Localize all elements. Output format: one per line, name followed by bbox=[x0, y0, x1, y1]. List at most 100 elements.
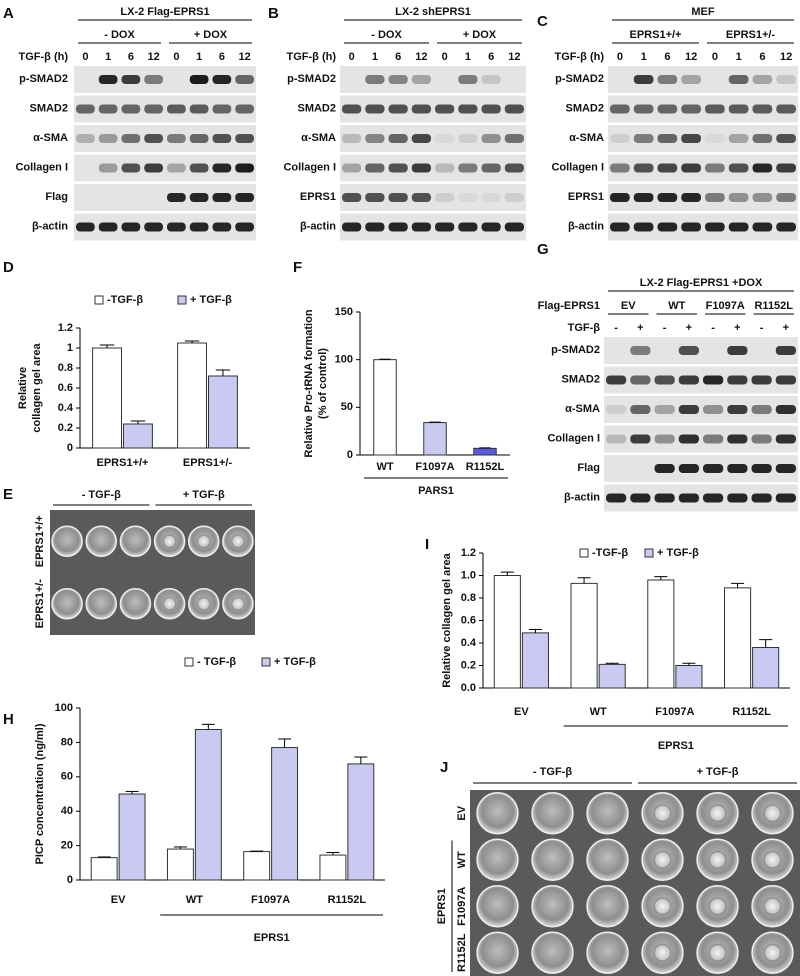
x-tick-label: WT bbox=[186, 894, 203, 906]
band bbox=[411, 75, 431, 84]
band bbox=[212, 163, 232, 173]
band bbox=[481, 134, 501, 143]
legend-label: -TGF-β bbox=[107, 294, 143, 306]
panel-letter: I bbox=[425, 536, 429, 553]
row-label: Flag bbox=[45, 191, 68, 203]
band bbox=[654, 375, 675, 385]
x-tick-label: R1152L bbox=[732, 706, 771, 718]
band bbox=[481, 222, 501, 232]
band bbox=[435, 193, 455, 202]
band bbox=[388, 222, 408, 232]
lane-label: 0 bbox=[173, 51, 179, 63]
band bbox=[342, 222, 362, 232]
row-label: α-SMA bbox=[569, 132, 604, 144]
band bbox=[458, 222, 478, 232]
band bbox=[703, 464, 724, 473]
band bbox=[681, 75, 701, 84]
band bbox=[189, 75, 209, 84]
y-axis-label: Relative bbox=[17, 367, 29, 409]
y-tick-label: 0 bbox=[67, 874, 73, 886]
row-label: β-actin bbox=[32, 220, 68, 232]
band bbox=[388, 134, 408, 143]
band bbox=[235, 222, 254, 232]
band bbox=[681, 222, 701, 232]
band bbox=[752, 104, 773, 114]
band bbox=[705, 104, 725, 114]
band bbox=[703, 375, 724, 385]
row-label: F1097A bbox=[456, 887, 468, 926]
band bbox=[752, 134, 773, 143]
lane-header: TGF-β (h) bbox=[555, 51, 605, 63]
band bbox=[189, 193, 209, 202]
band bbox=[144, 134, 163, 143]
band bbox=[678, 493, 699, 503]
lane-label: 12 bbox=[685, 51, 697, 63]
y-tick-label: 60 bbox=[61, 771, 73, 783]
band bbox=[365, 222, 385, 232]
band bbox=[678, 346, 699, 355]
well bbox=[476, 931, 519, 974]
bar bbox=[90, 857, 118, 881]
band bbox=[633, 222, 654, 232]
band bbox=[681, 104, 701, 114]
row-label: Flag bbox=[577, 462, 600, 474]
legend-swatch bbox=[94, 295, 104, 305]
band bbox=[775, 464, 796, 473]
band bbox=[681, 163, 701, 173]
band bbox=[633, 193, 654, 202]
contracted-gel bbox=[197, 597, 211, 611]
bar bbox=[598, 663, 626, 689]
blot-title: LX-2 Flag-EPRS1 bbox=[120, 6, 209, 18]
y-tick-label: 1.2 bbox=[461, 547, 476, 559]
lane-label: - bbox=[760, 322, 764, 334]
band bbox=[235, 75, 254, 84]
group-label: EPRS1+/+ bbox=[630, 29, 682, 41]
band bbox=[654, 434, 675, 444]
legend-swatch bbox=[184, 657, 194, 667]
row-label: SMAD2 bbox=[565, 102, 604, 114]
bar bbox=[473, 447, 497, 456]
lane-label: + bbox=[637, 322, 643, 334]
band bbox=[752, 222, 773, 232]
band bbox=[504, 193, 524, 202]
lane-label: 1 bbox=[736, 51, 742, 63]
band bbox=[481, 193, 501, 202]
row-label: β-actin bbox=[300, 220, 336, 232]
group-label: R1152L bbox=[754, 300, 793, 312]
lane-label: 1 bbox=[465, 51, 471, 63]
band bbox=[212, 222, 232, 232]
band bbox=[610, 222, 630, 232]
y-tick-label: 1 bbox=[67, 342, 73, 354]
band bbox=[633, 75, 654, 84]
band bbox=[657, 222, 678, 232]
bar bbox=[521, 632, 549, 689]
band bbox=[411, 222, 431, 232]
well bbox=[531, 838, 574, 881]
y-tick-label: 20 bbox=[61, 840, 73, 852]
group-label: WT bbox=[668, 300, 685, 312]
y-tick-label: 1.0 bbox=[461, 569, 476, 581]
bar bbox=[647, 579, 675, 689]
well bbox=[476, 838, 519, 881]
band bbox=[388, 75, 408, 84]
band bbox=[481, 75, 501, 84]
band bbox=[775, 346, 796, 355]
x-tick-label: R1152L bbox=[328, 894, 367, 906]
band bbox=[235, 163, 254, 173]
lane-label: 1 bbox=[372, 51, 378, 63]
band bbox=[388, 193, 408, 202]
lane-header: TGF-β bbox=[568, 322, 601, 334]
band bbox=[98, 134, 118, 143]
band bbox=[678, 464, 699, 473]
row-label: Collagen I bbox=[283, 161, 336, 173]
bar bbox=[423, 422, 447, 456]
band bbox=[76, 222, 95, 232]
y-tick-label: 0 bbox=[67, 442, 73, 454]
legend-swatch bbox=[579, 548, 589, 558]
band bbox=[189, 104, 209, 114]
band bbox=[752, 163, 773, 173]
band bbox=[212, 104, 232, 114]
band bbox=[144, 222, 163, 232]
band bbox=[776, 222, 796, 232]
band bbox=[435, 134, 455, 143]
